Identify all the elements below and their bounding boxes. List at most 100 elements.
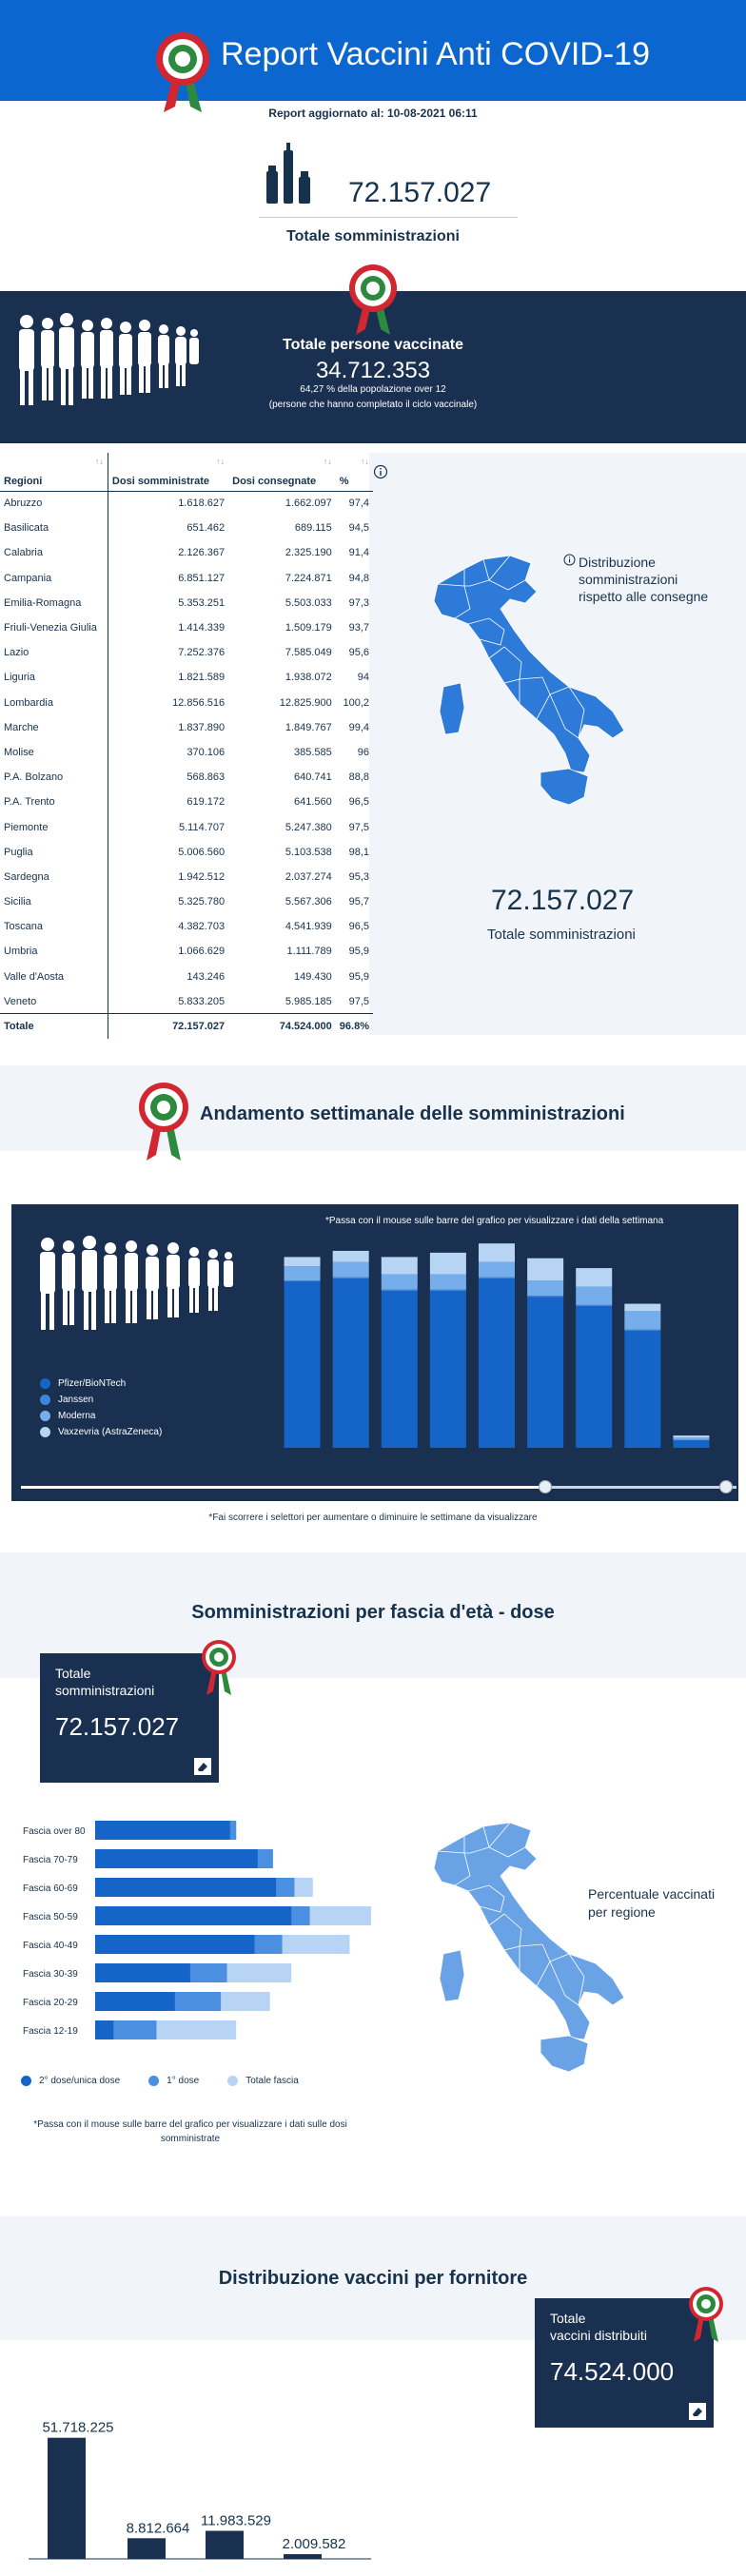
supplier-bar[interactable] [284,2554,322,2559]
region-value: 7.252.376 [107,640,229,666]
table-row[interactable]: P.A. Bolzano 568.863 640.741 88,8 [0,765,373,790]
weekly-bar-segment[interactable] [624,1311,661,1330]
legend-item[interactable]: Moderna [40,1408,162,1424]
table-row[interactable]: Campania 6.851.127 7.224.871 94,8 [0,565,373,591]
weekly-bar-segment[interactable] [429,1252,466,1275]
region-value: 5.006.560 [107,839,229,865]
table-row[interactable]: Sicilia 5.325.780 5.567.306 95,7 [0,889,373,915]
table-row[interactable]: Calabria 2.126.367 2.325.190 91,4 [0,540,373,566]
weekly-bar-segment[interactable] [479,1261,515,1278]
sort-icon[interactable]: ↑↓ [361,457,369,466]
weekly-bar-segment[interactable] [332,1278,369,1448]
table-row[interactable]: Lazio 7.252.376 7.585.049 95,6 [0,640,373,666]
legend-item[interactable]: Pfizer/BioNTech [40,1376,162,1392]
table-row[interactable]: Abruzzo 1.618.627 1.662.097 97,4 [0,491,373,517]
weekly-bar-segment[interactable] [479,1278,515,1448]
age-bar-second-dose[interactable] [95,1992,175,2011]
table-row[interactable]: Emilia-Romagna 5.353.251 5.503.033 97,3 [0,590,373,615]
weekly-bar-segment[interactable] [332,1261,369,1278]
age-category-label: Fascia 70-79 [23,1855,78,1865]
weekly-bar-segment[interactable] [284,1257,321,1267]
supplier-bar[interactable] [206,2530,244,2559]
table-row[interactable]: Sardegna 1.942.512 2.037.274 95,3 [0,864,373,889]
table-row[interactable]: Puglia 5.006.560 5.103.538 98,1 [0,839,373,865]
age-bar-second-dose[interactable] [95,1963,190,1982]
legend-item[interactable]: Janssen [40,1392,162,1408]
italy-map-percent[interactable] [426,1819,647,2078]
age-bar-second-dose[interactable] [95,1878,277,1897]
weekly-bar-segment[interactable] [381,1291,418,1448]
weekly-bar-segment[interactable] [576,1268,613,1287]
weekly-bar-segment[interactable] [284,1281,321,1448]
weekly-bar-segment[interactable] [284,1266,321,1280]
table-row[interactable]: Veneto 5.833.205 5.985.185 97,5 [0,988,373,1014]
table-row[interactable]: P.A. Trento 619.172 641.560 96,5 [0,790,373,815]
age-bar-second-dose[interactable] [95,1906,292,1925]
weekly-bar-segment[interactable] [381,1257,418,1275]
weekly-bar-segment[interactable] [332,1250,369,1262]
legend-item[interactable]: 2° dose/unica dose [39,2076,121,2086]
header-regioni[interactable]: Regioni ↑↓ [0,453,108,492]
weekly-bar-segment[interactable] [576,1304,613,1307]
weekly-bar-segment[interactable] [381,1274,418,1290]
table-row[interactable]: Toscana 4.382.703 4.541.939 96,5 [0,914,373,940]
age-category-label: Fascia 30-39 [23,1969,78,1980]
age-bar-second-dose[interactable] [95,1849,258,1868]
table-row[interactable]: Liguria 1.821.589 1.938.072 94 [0,665,373,691]
eraser-icon[interactable] [687,2401,708,2422]
weekly-bar-segment[interactable] [673,1437,710,1440]
weekly-bar-segment[interactable] [673,1439,710,1441]
weekly-bar-segment[interactable] [429,1291,466,1448]
weekly-bar-segment[interactable] [576,1286,613,1305]
weekly-bar-segment[interactable] [479,1243,515,1262]
table-row[interactable]: Lombardia 12.856.516 12.825.900 100,2 [0,690,373,715]
legend-item[interactable]: Vaxzevria (AstraZeneca) [40,1424,162,1440]
table-row[interactable]: Marche 1.837.890 1.849.767 99,4 [0,714,373,740]
sort-icon[interactable]: ↑↓ [94,457,104,466]
info-icon[interactable] [373,464,388,479]
weekly-bar-segment[interactable] [429,1274,466,1290]
legend-item[interactable]: Totale fascia [245,2076,299,2086]
header-percent[interactable]: % ↑↓ [335,453,373,492]
legend-swatch [227,2076,239,2086]
table-row[interactable]: Friuli-Venezia Giulia 1.414.339 1.509.179 9… [0,615,373,641]
weekly-bar-segment[interactable] [673,1435,710,1437]
eraser-icon[interactable] [192,1756,213,1777]
header-dosi-somministrate[interactable]: Dosi somministrate ↑↓ [107,453,229,492]
weekly-bar-segment[interactable] [624,1329,661,1332]
supplier-bar[interactable] [128,2538,166,2559]
week-range-end-handle[interactable] [719,1480,733,1493]
region-value: 5.985.185 [285,995,332,1007]
legend-item[interactable]: 1° dose [167,2076,200,2086]
table-row[interactable]: Basilicata 651.462 689.115 94,5 [0,516,373,541]
age-bar-chart[interactable]: Fascia over 80 Fascia 70-79 Fascia 60-69 Fa… [17,1817,379,2045]
week-range-start-handle[interactable] [539,1480,552,1493]
weekly-bar-segment[interactable] [284,1280,321,1282]
weekly-bar-segment[interactable] [527,1258,564,1280]
age-bar-second-dose[interactable] [95,2020,114,2039]
italy-map-administrations[interactable] [426,552,647,810]
weekly-legend: Pfizer/BioNTech Janssen Moderna Vaxzevri… [40,1376,162,1440]
table-row[interactable]: Piemonte 5.114.707 5.247.380 97,5 [0,814,373,840]
header-dosi-consegnate[interactable]: Dosi consegnate ↑↓ [228,453,336,492]
weekly-bar-segment[interactable] [527,1297,564,1448]
table-row[interactable]: Molise 370.106 385.585 96 [0,739,373,766]
supplier-bar[interactable] [48,2437,86,2559]
weekly-bar-segment[interactable] [527,1280,564,1297]
info-icon[interactable] [563,554,576,566]
sort-icon[interactable]: ↑↓ [323,457,332,466]
weekly-bar-segment[interactable] [624,1303,661,1312]
weekly-bar-segment[interactable] [429,1289,466,1291]
table-row[interactable]: Valle d'Aosta 143.246 149.430 95,9 [0,964,373,989]
weekly-bar-segment[interactable] [576,1306,613,1448]
weekly-bar-chart[interactable] [278,1239,716,1476]
weekly-bar-segment[interactable] [673,1440,710,1448]
suppliers-bar-chart[interactable]: 51.718.225 8.812.664 11.983.529 2.009.582 [29,2407,381,2576]
table-row[interactable]: Umbria 1.066.629 1.111.789 95,9 [0,939,373,965]
age-bar-second-dose[interactable] [95,1935,255,1954]
age-bar-second-dose[interactable] [95,1821,230,1840]
weekly-bar-segment[interactable] [527,1296,564,1298]
sort-icon[interactable]: ↑↓ [216,457,226,466]
weekly-bar-segment[interactable] [624,1331,661,1448]
weekly-bar-segment[interactable] [381,1289,418,1291]
